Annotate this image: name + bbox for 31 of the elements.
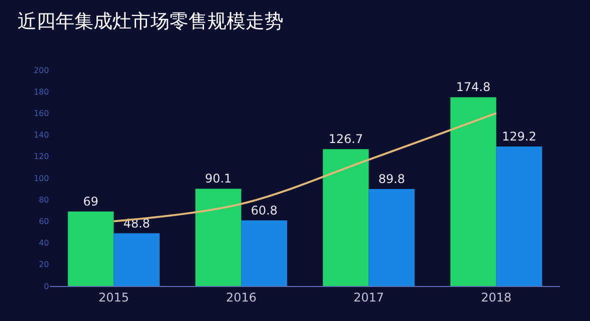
bar (68, 211, 114, 286)
y-tick-label: 200 (34, 66, 49, 75)
data-label: 60.8 (250, 203, 278, 218)
x-tick-label: 2016 (226, 290, 257, 304)
bar (496, 146, 542, 286)
y-tick-label: 80 (38, 195, 49, 204)
bar (195, 188, 242, 286)
data-label: 129.2 (502, 129, 536, 144)
y-tick-label: 120 (34, 152, 49, 162)
bar (241, 220, 288, 286)
y-tick-label: 60 (38, 217, 49, 226)
y-tick-label: 180 (34, 87, 49, 96)
x-tick-label: 2015 (98, 290, 130, 304)
data-label: 126.7 (328, 132, 363, 146)
data-label: 69 (83, 194, 98, 208)
y-tick-label: 20 (38, 260, 49, 270)
y-tick-label: 100 (34, 174, 49, 183)
x-tick-label: 2018 (480, 290, 512, 304)
y-tick-label: 40 (38, 238, 49, 248)
bar (322, 149, 369, 286)
data-label: 90.1 (204, 172, 232, 186)
data-label: 174.8 (456, 80, 490, 94)
y-tick-label: 160 (34, 109, 49, 118)
y-tick-label: 0 (44, 282, 49, 291)
data-label: 89.8 (378, 172, 406, 186)
bar (368, 189, 415, 286)
x-tick-label: 2017 (353, 290, 384, 304)
chart-title: 近四年集成灶市场零售规模走势 (18, 10, 284, 33)
bar (114, 233, 160, 286)
y-tick-label: 140 (34, 130, 49, 140)
bar (450, 97, 496, 286)
